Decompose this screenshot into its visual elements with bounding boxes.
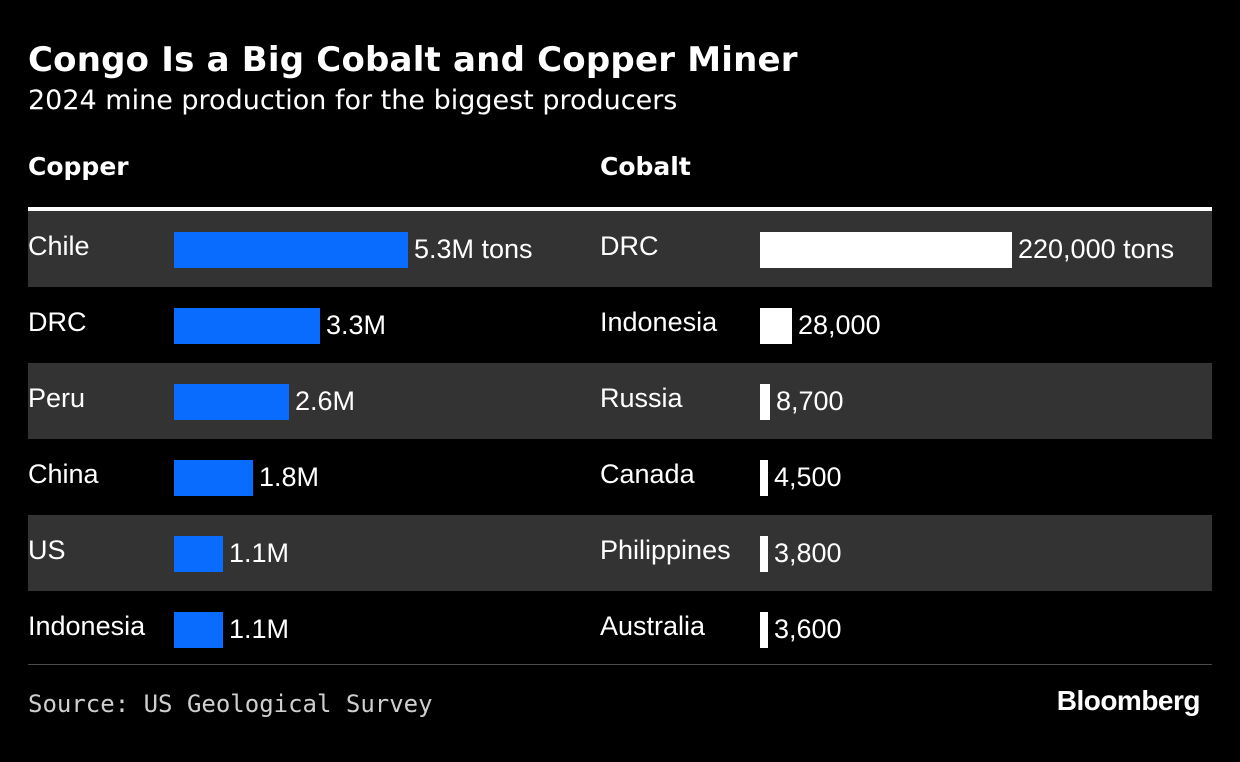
copper-value-label: 1.1M (229, 614, 290, 644)
cobalt-value-label: 220,000 tons (1018, 234, 1175, 264)
copper-category-label: Chile (28, 231, 90, 261)
copper-category-label: DRC (28, 307, 87, 337)
copper-panel-title: Copper (28, 152, 129, 181)
source-note: Source: US Geological Survey (28, 690, 433, 718)
cobalt-category-label: Russia (600, 383, 683, 413)
copper-bar (174, 612, 223, 648)
copper-bar (174, 460, 253, 496)
chart-subtitle: 2024 mine production for the biggest pro… (28, 85, 678, 116)
copper-bar (174, 308, 320, 344)
cobalt-bar (760, 384, 770, 420)
copper-category-label: China (28, 459, 99, 489)
copper-value-label: 2.6M (295, 386, 356, 416)
copper-value-label: 1.1M (229, 538, 290, 568)
cobalt-bar (760, 308, 792, 344)
cobalt-value-label: 8,700 (776, 386, 844, 416)
cobalt-panel-title: Cobalt (600, 152, 691, 181)
copper-value-label: 3.3M (326, 310, 387, 340)
copper-bar (174, 232, 408, 268)
cobalt-category-label: Philippines (600, 535, 731, 565)
cobalt-category-label: Australia (600, 611, 706, 641)
cobalt-bar (760, 460, 768, 496)
cobalt-bar (760, 612, 768, 648)
bloomberg-logo: Bloomberg (1056, 685, 1201, 716)
cobalt-category-label: Canada (600, 459, 695, 489)
chart-title: Congo Is a Big Cobalt and Copper Miner (28, 40, 798, 80)
copper-bar (174, 384, 289, 420)
copper-value-label: 1.8M (259, 462, 320, 492)
copper-value-label: 5.3M tons (414, 234, 533, 264)
copper-category-label: Peru (28, 383, 86, 413)
copper-bar (174, 536, 223, 572)
cobalt-value-label: 28,000 (798, 310, 881, 340)
cobalt-value-label: 3,800 (774, 538, 842, 568)
footer-rule (28, 664, 1212, 665)
header-rule (28, 207, 1212, 211)
copper-category-label: Indonesia (28, 611, 146, 641)
copper-category-label: US (28, 535, 66, 565)
cobalt-bar (760, 232, 1012, 268)
cobalt-category-label: Indonesia (600, 307, 718, 337)
cobalt-value-label: 4,500 (774, 462, 842, 492)
cobalt-bar (760, 536, 768, 572)
cobalt-category-label: DRC (600, 231, 659, 261)
cobalt-value-label: 3,600 (774, 614, 842, 644)
row-band (28, 515, 1212, 591)
